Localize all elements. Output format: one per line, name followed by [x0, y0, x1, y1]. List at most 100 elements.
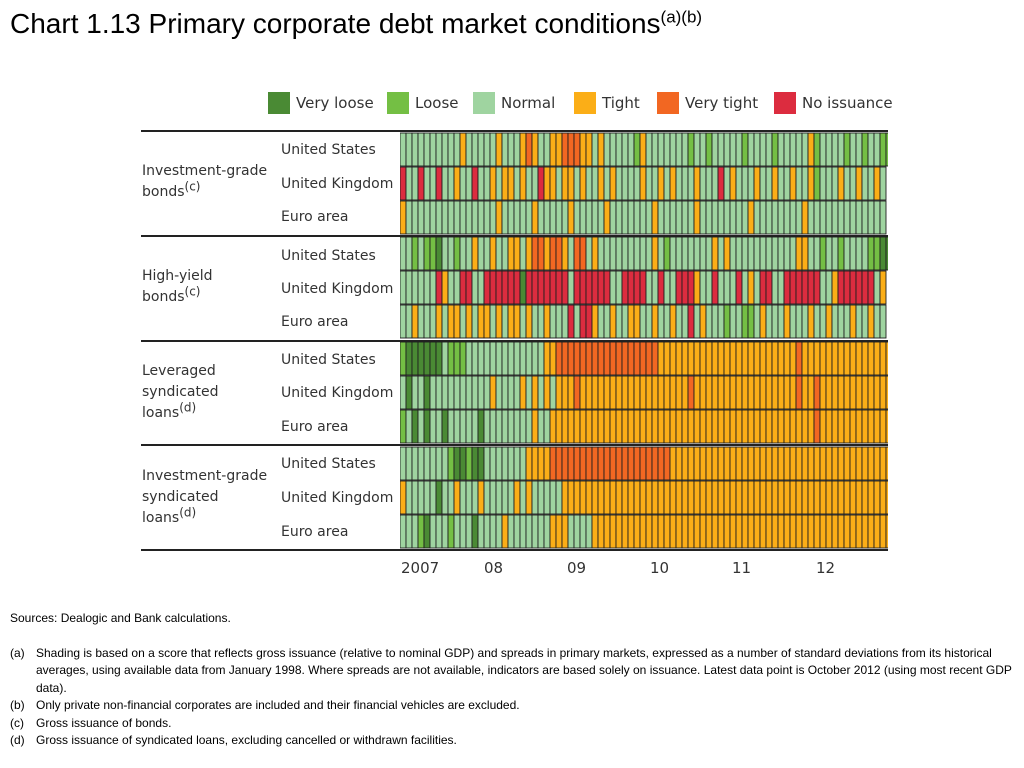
heatmap-cell [603, 514, 611, 549]
heatmap-cell [681, 341, 689, 376]
heatmap-cell [567, 514, 575, 549]
heatmap-cell [861, 446, 869, 481]
heatmap-cell [681, 132, 689, 167]
heatmap-cell [603, 270, 611, 305]
heatmap-cell [400, 514, 407, 549]
heatmap-cell [807, 236, 815, 271]
heatmap-cell [405, 375, 413, 410]
heatmap-cell [675, 514, 683, 549]
heatmap-cell [441, 304, 449, 339]
heatmap-cell [603, 236, 611, 271]
heatmap-cell [465, 166, 473, 201]
heatmap-cell [723, 375, 731, 410]
heatmap-cell [777, 270, 785, 305]
heatmap-cell [867, 409, 875, 444]
heatmap-cell [711, 132, 719, 167]
heatmap-cell [447, 375, 455, 410]
heatmap-cell [447, 341, 455, 376]
heatmap-cell [825, 200, 833, 235]
heatmap-cell [447, 480, 455, 515]
heatmap-cell [537, 304, 545, 339]
heatmap-cell [507, 270, 515, 305]
heatmap-cell [459, 200, 467, 235]
heatmap-cell [639, 236, 647, 271]
heatmap-cell [837, 270, 845, 305]
heatmap-cell [495, 514, 503, 549]
heatmap-cell [591, 341, 599, 376]
footnote-c: (c) Gross issuance of bonds. [10, 715, 1015, 733]
heatmap-cell [429, 446, 437, 481]
heatmap-cell [687, 480, 695, 515]
heatmap-cell [525, 132, 533, 167]
heatmap-cell [525, 341, 533, 376]
heatmap-cell [633, 480, 641, 515]
heatmap-cell [447, 270, 455, 305]
heatmap-cell [585, 304, 593, 339]
heatmap-cell [867, 304, 875, 339]
heatmap-cell [477, 166, 485, 201]
heatmap-cell [717, 341, 725, 376]
heatmap-cell [735, 514, 743, 549]
heatmap-cell [435, 166, 443, 201]
heatmap-cell [579, 166, 587, 201]
heatmap-cell [843, 236, 851, 271]
heatmap-cell [501, 514, 509, 549]
group-label-line-text: bonds [142, 289, 185, 305]
heatmap-cell [873, 132, 881, 167]
heatmap-cell [705, 375, 713, 410]
heatmap-cell [699, 132, 707, 167]
heatmap-cell [657, 375, 665, 410]
heatmap-cell [453, 304, 461, 339]
heatmap-cell [615, 341, 623, 376]
heatmap-cell [651, 480, 659, 515]
heatmap-cell [411, 270, 419, 305]
heatmap-cell [423, 341, 431, 376]
heatmap-cell [777, 375, 785, 410]
heatmap-cell [789, 480, 797, 515]
heatmap-cell [453, 409, 461, 444]
heatmap-cell [741, 409, 749, 444]
heatmap-cell [669, 304, 677, 339]
heatmap-cell [843, 200, 851, 235]
heatmap-cell [831, 236, 839, 271]
heatmap-cell [801, 480, 809, 515]
heatmap-cell [849, 341, 857, 376]
heatmap-cell [405, 236, 413, 271]
sources-note: Sources: Dealogic and Bank calculations. [10, 611, 231, 625]
heatmap-cell [717, 236, 725, 271]
heatmap-cell [633, 236, 641, 271]
heatmap-cell [477, 200, 485, 235]
heatmap-cell [783, 200, 791, 235]
heatmap-cell [855, 375, 863, 410]
heatmap-cell [873, 166, 881, 201]
group-label-line: Investment-grade [142, 468, 268, 484]
heatmap-cell [633, 514, 641, 549]
heatmap-cell [453, 341, 461, 376]
heatmap-cell [477, 236, 485, 271]
heatmap-cell [885, 132, 888, 167]
heatmap-cell [555, 514, 563, 549]
heatmap-cell [693, 200, 701, 235]
heatmap-cell [483, 446, 491, 481]
heatmap-cell [663, 304, 671, 339]
heatmap-cell [639, 200, 647, 235]
heatmap-cell [807, 409, 815, 444]
heatmap-cell [711, 270, 719, 305]
heatmap-cell [801, 200, 809, 235]
row-label-euro-area: Euro area [281, 524, 349, 540]
heatmap-cell [711, 480, 719, 515]
heatmap-cell [441, 132, 449, 167]
heatmap-cell [825, 166, 833, 201]
heatmap-cell [663, 446, 671, 481]
heatmap-cell [687, 304, 695, 339]
heatmap-cell [741, 341, 749, 376]
heatmap-cell [867, 514, 875, 549]
heatmap-cell [597, 341, 605, 376]
heatmap-cell [669, 514, 677, 549]
heatmap-cell [531, 304, 539, 339]
heatmap-cell [561, 341, 569, 376]
heatmap-cell [417, 270, 425, 305]
heatmap-cell [729, 341, 737, 376]
heatmap-cell [831, 446, 839, 481]
row-label-united-states: United States [281, 352, 376, 368]
